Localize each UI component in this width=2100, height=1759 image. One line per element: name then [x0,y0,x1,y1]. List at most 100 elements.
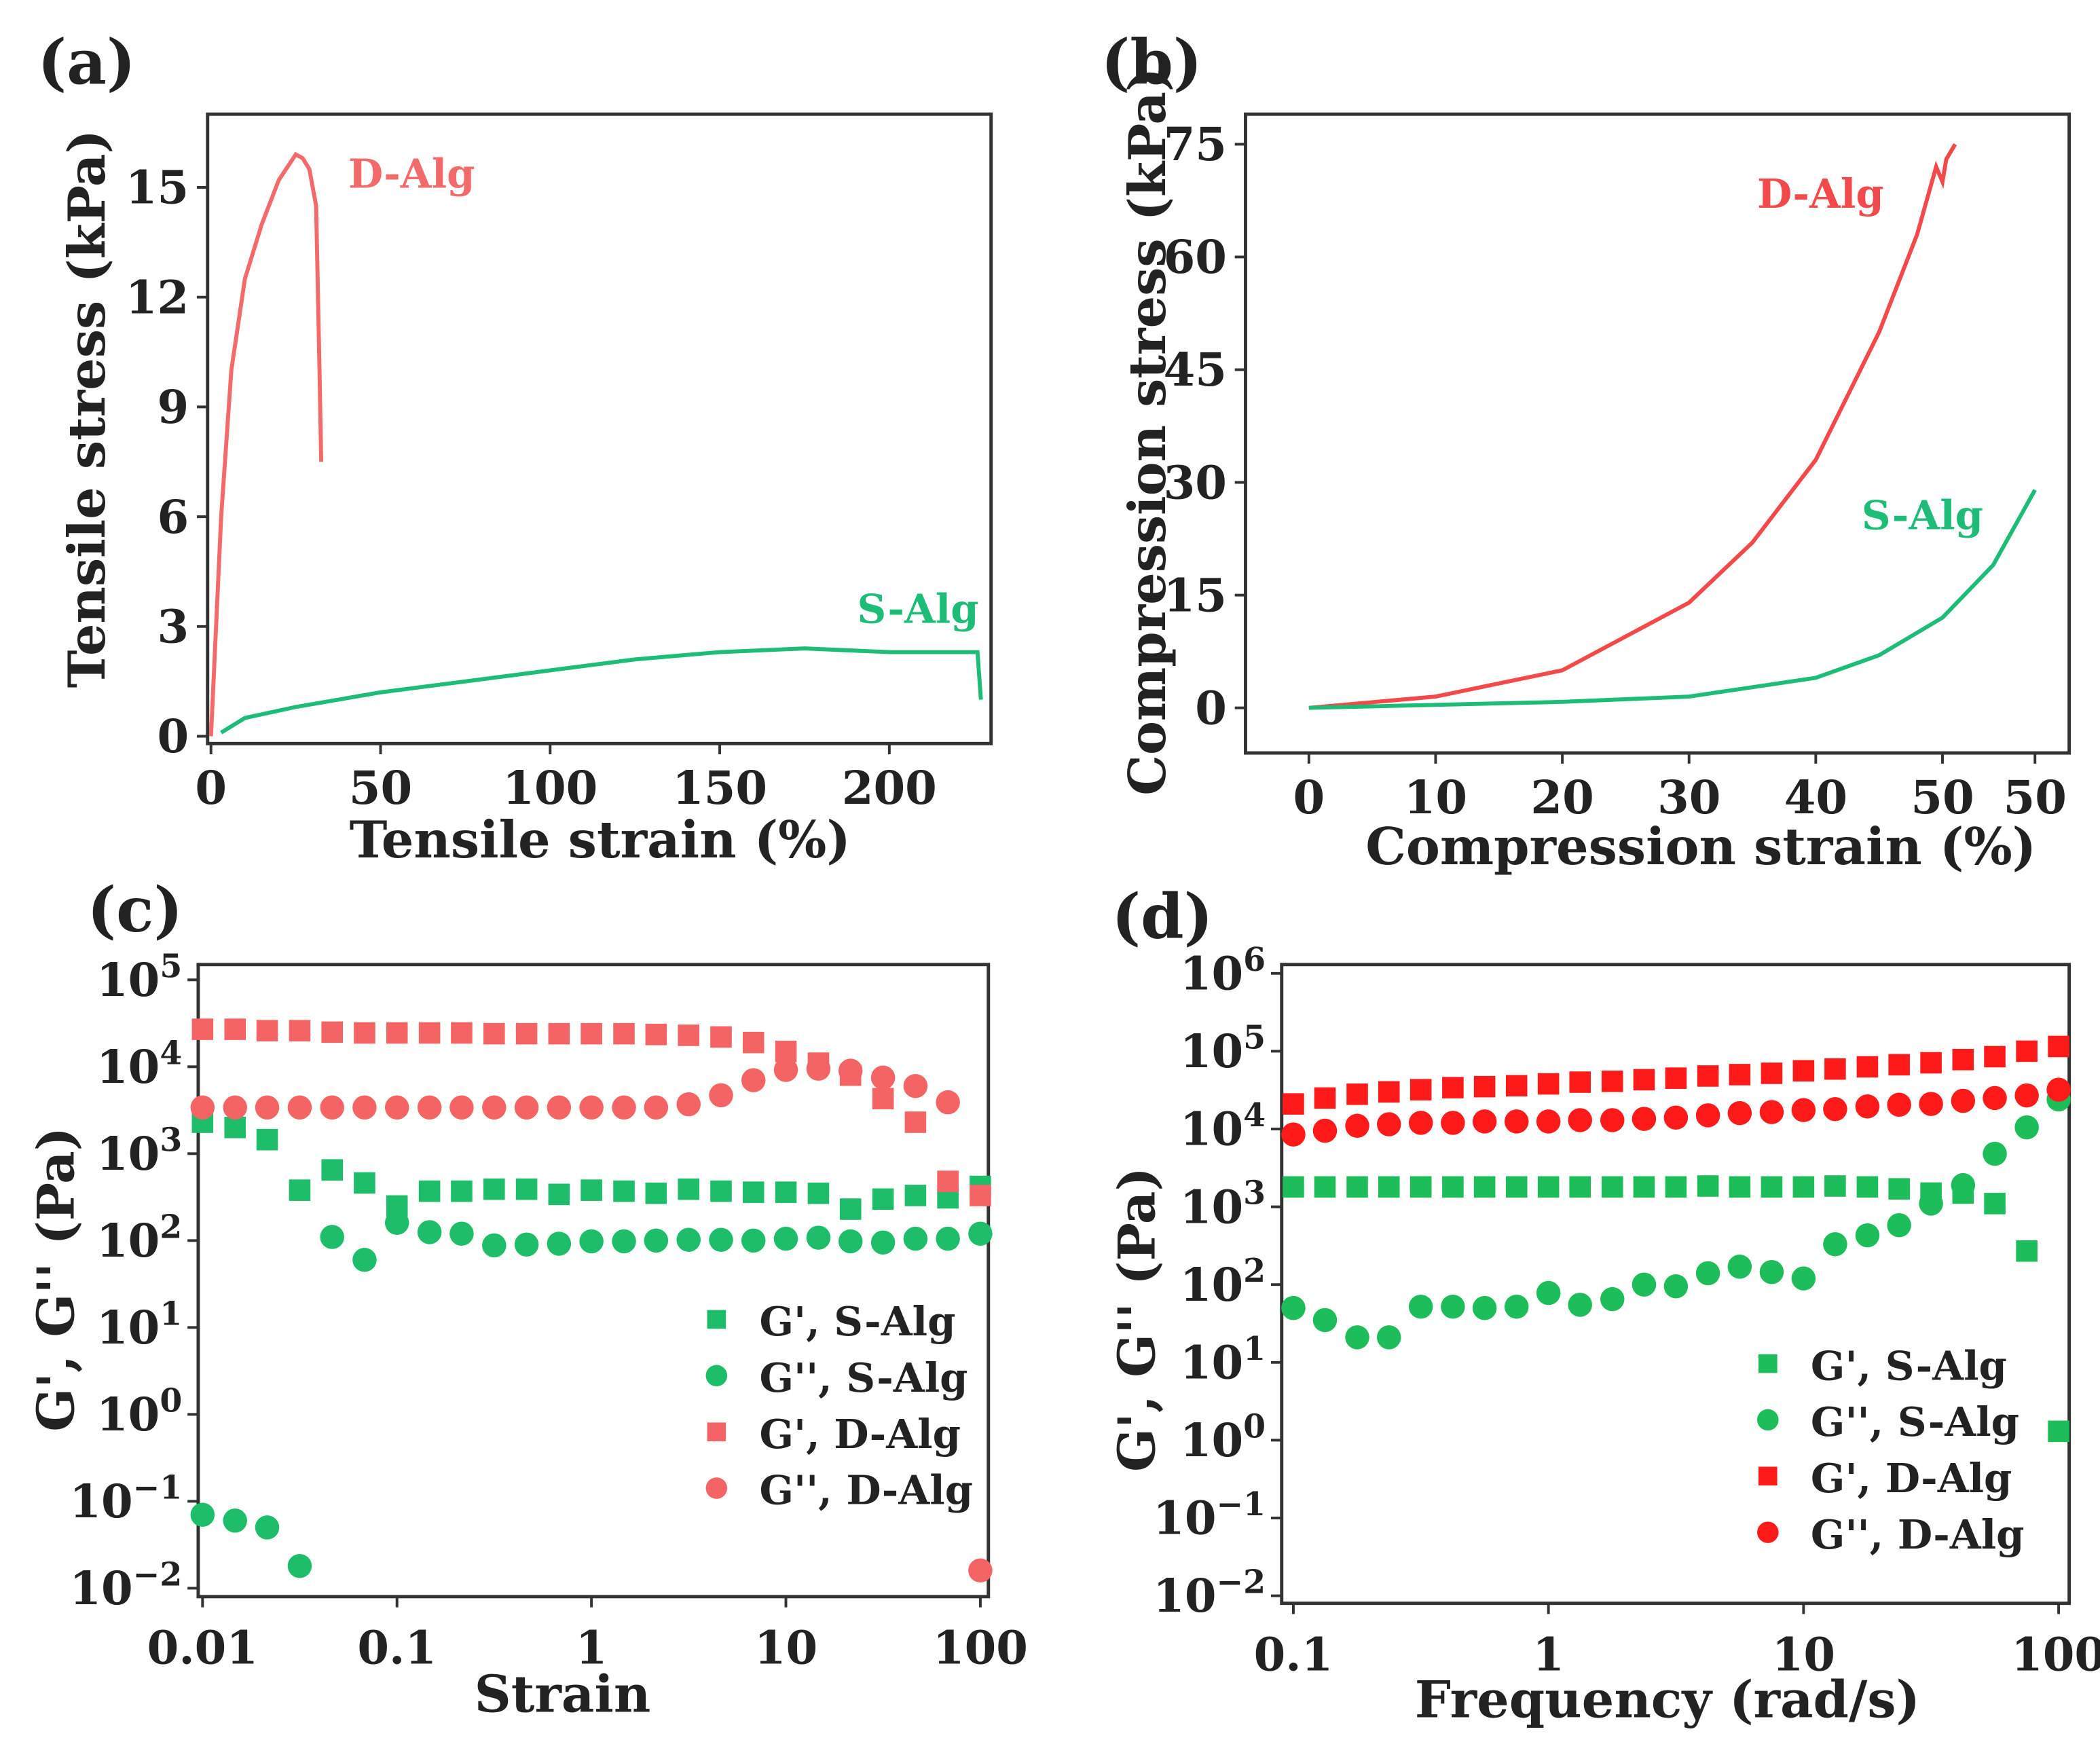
data-point-circle [1312,1308,1338,1333]
data-point-circle [1855,1094,1880,1119]
legend-marker-circle [1757,1409,1779,1431]
y-axis-label: Compression stress (kPa) [1118,68,1177,796]
y-tick-label: 10−2 [69,1556,182,1615]
legend-marker-circle [1757,1521,1779,1543]
data-point-circle [417,1220,442,1244]
data-point-circle [1855,1223,1880,1248]
data-point-square [1601,1176,1623,1198]
y-tick-label: 10−2 [1153,1564,1266,1623]
y-tick-base: 10 [1180,1413,1243,1467]
data-point-circle [514,1095,539,1120]
data-point-circle [644,1095,669,1120]
y-tick-label: 0 [157,709,189,763]
y-tick-exponent: 3 [1243,1175,1266,1212]
data-point-square [678,1178,700,1200]
series-label: D-Alg [1757,170,1884,217]
data-point-square [1665,1067,1687,1089]
y-tick-label: 103 [96,1122,182,1181]
data-point-circle [1823,1096,1847,1122]
data-point-circle [2046,1077,2071,1102]
panel-a: (a) 0 50 100 150 200 0 3 6 9 12 15 Tensile strain (%… [37,26,993,870]
x-tick-label: 0.1 [1254,1627,1333,1681]
data-point-square [1505,1075,1528,1097]
data-point-square [2016,1240,2038,1262]
y-tick-exponent: 6 [1243,942,1266,979]
y-tick-label: 6 [157,490,189,544]
y-tick-exponent: 0 [160,1382,182,1420]
data-point-circle [1951,1088,1976,1113]
data-point-circle [190,1502,215,1527]
x-axis-label: Compression strain (%) [1365,817,2036,876]
y-tick-base: 10 [96,1127,160,1181]
y-tick-label: 103 [1180,1175,1266,1234]
series-line-s-alg [220,646,983,735]
data-point-circle [870,1230,896,1255]
series-1 [1281,1087,2071,1350]
series-line-s-alg [1308,489,2037,710]
x-tick-label: 0 [195,761,227,815]
x-tick-label: 0.01 [147,1621,258,1674]
data-point-square [1505,1176,1528,1198]
y-tick-base: 10 [1180,1335,1243,1389]
y-axis-label: Tensile stress (kPa) [57,130,117,688]
data-point-circle [417,1095,442,1120]
data-point-square [515,1022,538,1045]
series-2 [191,1018,991,1206]
data-point-square [418,1180,441,1202]
y-tick-label: 105 [1180,1019,1266,1078]
legend-label: G', D-Alg [1811,1454,2012,1502]
x-tick-label: 1 [1532,1627,1564,1681]
data-point-circle [352,1247,377,1272]
data-point-circle [1472,1295,1497,1320]
data-point-square [581,1022,602,1045]
x-tick-label: 10 [1404,771,1467,824]
data-point-circle [1919,1092,1943,1116]
data-point-square [548,1022,570,1045]
plot-frame [206,112,993,745]
data-point-square [321,1159,343,1181]
data-point-square [1792,1176,1815,1198]
data-point-square [1314,1176,1336,1198]
panel-label: (d) [1111,881,1213,952]
y-tick-label: 3 [157,599,189,653]
data-point-circle [1568,1108,1592,1132]
plot-frame [196,963,991,1599]
data-point-circle [1695,1103,1720,1128]
data-point-square [483,1178,505,1200]
data-point-circle [449,1095,474,1120]
data-point-circle [352,1095,377,1120]
data-point-square [1888,1054,1910,1076]
y-tick-label: 100 [1180,1408,1266,1467]
x-tick-label: 10 [754,1621,817,1674]
data-point-circle [1887,1092,1911,1117]
data-point-square [354,1022,375,1044]
legend-label: G', D-Alg [759,1410,961,1458]
y-tick-base: 10 [1180,946,1243,1000]
data-point-square [1920,1052,1942,1074]
data-point-circle [936,1226,960,1251]
y-tick-label: 102 [1180,1253,1266,1312]
x-tick-label: 50 [349,761,412,815]
y-tick-exponent: 0 [1243,1408,1266,1445]
data-point-circle [838,1058,863,1083]
data-point-circle [320,1225,344,1249]
x-tick-label: 20 [1530,771,1594,824]
data-point-circle [1408,1294,1433,1319]
data-point-circle [676,1092,701,1117]
y-tick-exponent: 5 [160,948,182,985]
y-tick-label: 10−1 [1153,1486,1266,1545]
data-point-circle [2014,1115,2039,1140]
data-point-square [1537,1073,1560,1095]
data-point-square [1569,1071,1591,1093]
y-tick-base: 10 [96,1040,160,1094]
data-point-square [289,1020,311,1041]
panel-label: (a) [37,26,136,98]
data-point-circle [1345,1325,1369,1350]
y-tick-label: 101 [96,1295,182,1354]
y-tick-label: 15 [1164,568,1227,622]
data-point-square [548,1183,570,1206]
data-point-square [2048,1420,2069,1443]
data-point-square [645,1024,667,1045]
series-label: D-Alg [348,150,475,198]
